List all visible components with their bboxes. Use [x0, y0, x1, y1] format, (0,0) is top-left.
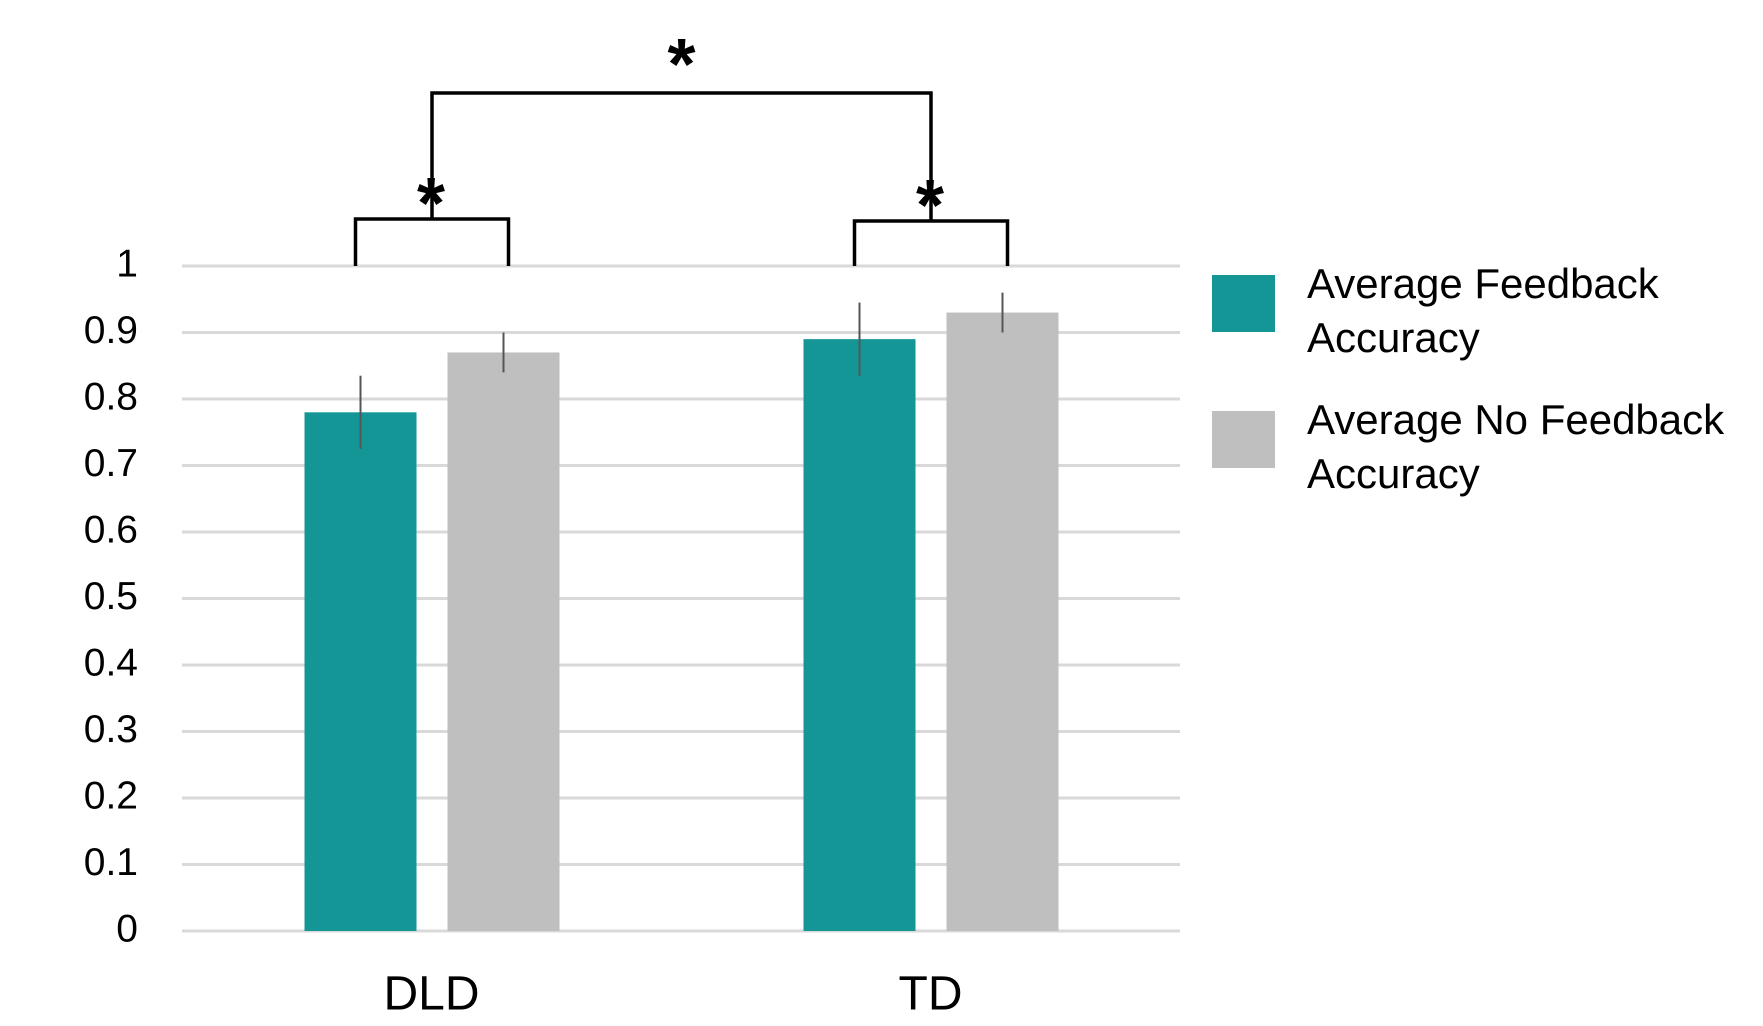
- y-tick-label: 0.3: [84, 708, 138, 751]
- bar: [304, 412, 417, 931]
- y-tick-label: 0: [116, 907, 138, 950]
- significance-star: *: [667, 25, 695, 105]
- legend-item: Average Feedback Accuracy: [1212, 260, 1763, 365]
- y-tick-label: 0.2: [84, 774, 138, 817]
- y-tick-label: 0.7: [84, 442, 138, 485]
- y-tick-label: 0.4: [84, 641, 138, 684]
- legend-swatch: [1212, 275, 1275, 332]
- significance-bracket: [430, 91, 933, 221]
- y-tick-label: 0.6: [84, 508, 138, 551]
- y-tick-label: 0.9: [84, 309, 138, 352]
- legend-swatch: [1212, 411, 1275, 468]
- bar: [946, 312, 1059, 931]
- y-tick-label: 0.1: [84, 841, 138, 884]
- legend-label: Average Feedback Accuracy: [1307, 260, 1659, 361]
- y-tick-label: 0.5: [84, 575, 138, 618]
- x-tick-label: TD: [899, 968, 963, 1021]
- legend-label: Average No Feedback Accuracy: [1307, 396, 1725, 497]
- y-tick-label: 0.8: [84, 375, 138, 418]
- y-tick-label: 1: [116, 242, 138, 285]
- bar: [447, 352, 560, 931]
- legend-item: Average No Feedback Accuracy: [1212, 396, 1763, 501]
- x-tick-label: DLD: [383, 968, 479, 1021]
- bar: [803, 339, 916, 931]
